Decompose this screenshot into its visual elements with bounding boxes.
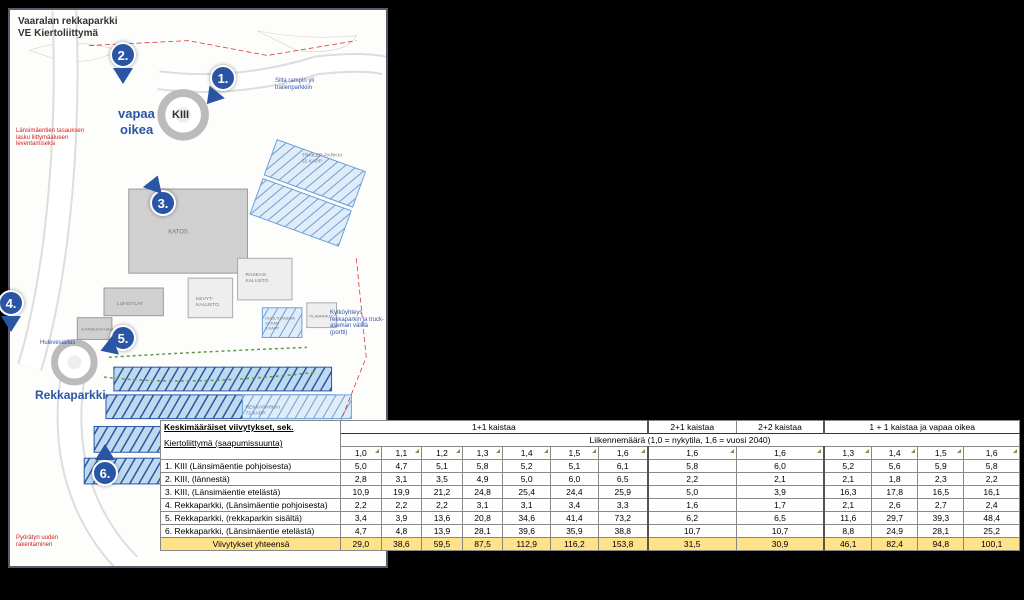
svg-text:LUHISTLAT: LUHISTLAT xyxy=(117,301,143,307)
table-row: 1. KIII (Länsimäentie pohjoisesta)5,04,7… xyxy=(161,460,1020,473)
svg-text:REKKAPARKKI: REKKAPARKKI xyxy=(245,405,279,411)
label-vapaa: vapaa xyxy=(118,106,155,121)
map-title-1: Vaaralan rekkaparkki xyxy=(18,16,118,27)
table-row: 5. Rekkaparkki, (rekkaparkin sisältä)3,4… xyxy=(161,512,1020,525)
marker-6: 6. xyxy=(92,460,118,486)
group-2: 2+1 kaistaa xyxy=(648,421,736,434)
group-3: 2+2 kaistaa xyxy=(736,421,824,434)
svg-text:8 KAPP: 8 KAPP xyxy=(265,326,279,331)
span-label: Liikennemäärä (1,0 = nykytila, 1,6 = vuo… xyxy=(341,434,1020,447)
note-2: Silta rampin yli traileriparkkiin xyxy=(275,78,335,91)
group-1: 1+1 kaistaa xyxy=(341,421,648,434)
note-4: Pyörätyn uuden rakentaminen xyxy=(16,535,76,548)
marker-1: 1. xyxy=(210,65,236,91)
marker-3: 3. xyxy=(150,190,176,216)
note-hulevesi: Hulevesiallas xyxy=(40,340,80,347)
arrow-2 xyxy=(113,68,133,84)
svg-text:KALUSTO: KALUSTO xyxy=(245,278,268,284)
svg-text:TRAILER-PARKKI: TRAILER-PARKKI xyxy=(302,152,342,158)
total-row: Viivytykset yhteensä 29,038,659,5 87,511… xyxy=(161,538,1020,551)
note-3: Kytköyhteys rekkaparkin ja truck-aseman … xyxy=(330,310,385,336)
label-kiii: KIII xyxy=(172,109,189,121)
table-row: 3. KIII, (Länsimäentie etelästä)10,919,9… xyxy=(161,486,1020,499)
svg-text:AJONEUVO-HALLI: AJONEUVO-HALLI xyxy=(81,327,115,332)
svg-text:72 KAPP: 72 KAPP xyxy=(245,411,266,417)
group-4: 1 + 1 kaistaa ja vapaa oikea xyxy=(824,421,1019,434)
svg-text:KEVYT-: KEVYT- xyxy=(196,296,214,302)
arrow-4 xyxy=(1,316,21,332)
table-header-main: Keskimääräiset viivytykset, sek. xyxy=(164,422,337,432)
arrow-6 xyxy=(95,444,115,460)
delay-table: Keskimääräiset viivytykset, sek. Kiertol… xyxy=(160,420,1020,551)
label-rekkaparkki: Rekkaparkki xyxy=(35,388,106,402)
map-title: Vaaralan rekkaparkki VE Kiertoliittymä xyxy=(18,16,118,40)
marker-2: 2. xyxy=(110,42,136,68)
table-row: 4. Rekkaparkki, (Länsimäentie pohjoisest… xyxy=(161,499,1020,512)
table-row: 6. Rekkaparkki, (Länsimäentie etelästä)4… xyxy=(161,525,1020,538)
svg-text:RASKAS-: RASKAS- xyxy=(245,272,267,278)
note-1: Länsimäentien tasauksen lasku liittymäal… xyxy=(16,128,86,148)
table-header-sub: Kiertoliittymä (saapumissuunta) xyxy=(164,438,337,448)
svg-text:KALUSTO: KALUSTO xyxy=(196,302,219,308)
svg-text:52 KAPP: 52 KAPP xyxy=(302,158,323,164)
svg-text:KATOS: KATOS xyxy=(168,230,188,236)
table-row: 2. KIII, (lännestä)2,83,13,54,95,06,06,5… xyxy=(161,473,1020,486)
map-title-2: VE Kiertoliittymä xyxy=(18,28,98,39)
label-oikea: oikea xyxy=(120,122,153,137)
